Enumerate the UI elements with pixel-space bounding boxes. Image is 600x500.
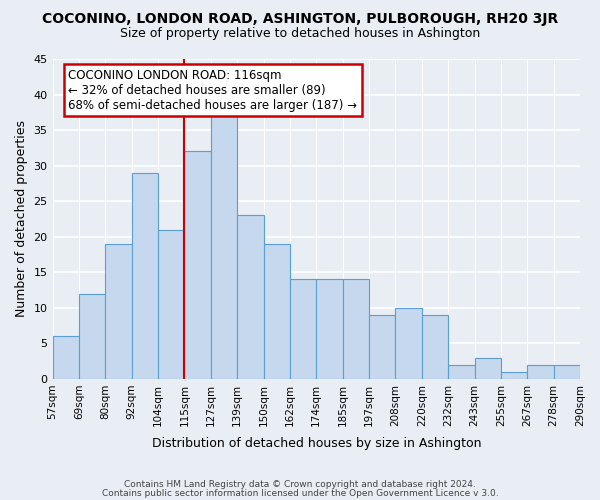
Bar	[395, 308, 422, 379]
Bar	[554, 364, 580, 379]
Bar	[105, 244, 131, 379]
Bar	[343, 280, 369, 379]
Bar	[237, 216, 263, 379]
Bar	[422, 315, 448, 379]
Y-axis label: Number of detached properties: Number of detached properties	[15, 120, 28, 318]
Bar	[369, 315, 395, 379]
Text: COCONINO, LONDON ROAD, ASHINGTON, PULBOROUGH, RH20 3JR: COCONINO, LONDON ROAD, ASHINGTON, PULBOR…	[42, 12, 558, 26]
Text: Contains public sector information licensed under the Open Government Licence v : Contains public sector information licen…	[101, 488, 499, 498]
Bar	[158, 230, 184, 379]
Bar	[316, 280, 343, 379]
Bar	[448, 364, 475, 379]
Text: Size of property relative to detached houses in Ashington: Size of property relative to detached ho…	[120, 28, 480, 40]
Text: Contains HM Land Registry data © Crown copyright and database right 2024.: Contains HM Land Registry data © Crown c…	[124, 480, 476, 489]
Bar	[263, 244, 290, 379]
Bar	[211, 116, 237, 379]
Bar	[131, 172, 158, 379]
Bar	[79, 294, 105, 379]
Bar	[501, 372, 527, 379]
Bar	[184, 152, 211, 379]
Bar	[527, 364, 554, 379]
Text: COCONINO LONDON ROAD: 116sqm
← 32% of detached houses are smaller (89)
68% of se: COCONINO LONDON ROAD: 116sqm ← 32% of de…	[68, 68, 358, 112]
Bar	[475, 358, 501, 379]
Bar	[53, 336, 79, 379]
X-axis label: Distribution of detached houses by size in Ashington: Distribution of detached houses by size …	[152, 437, 481, 450]
Bar	[290, 280, 316, 379]
